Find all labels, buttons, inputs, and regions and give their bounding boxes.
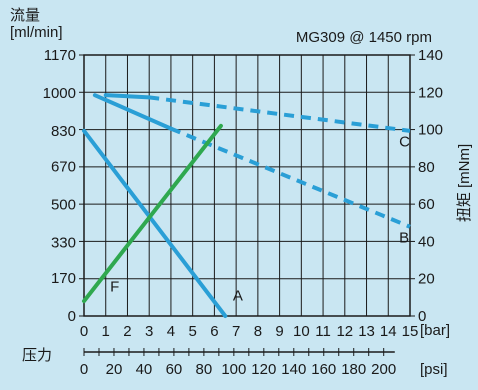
series-label-A: A bbox=[233, 287, 243, 304]
x-tick-label-bar: 9 bbox=[275, 323, 283, 340]
x-tick-label-psi: 120 bbox=[251, 361, 276, 378]
x-tick-label-bar: 8 bbox=[254, 323, 262, 340]
y-right-tick-label: 140 bbox=[418, 47, 443, 64]
x-tick-label-bar: 3 bbox=[145, 323, 153, 340]
x-axis-unit-psi: [psi] bbox=[420, 361, 448, 378]
y-left-tick-label: 670 bbox=[51, 159, 76, 176]
x-tick-label-bar: 11 bbox=[315, 323, 331, 340]
series-label-C: C bbox=[399, 133, 410, 150]
x-tick-label-bar: 13 bbox=[358, 323, 375, 340]
y-left-tick-label: 0 bbox=[68, 308, 76, 325]
x-tick-label-psi: 60 bbox=[166, 361, 183, 378]
y-right-tick-label: 100 bbox=[418, 122, 443, 139]
y-left-tick-label: 1170 bbox=[44, 47, 76, 64]
series-label-B: B bbox=[399, 229, 409, 246]
x-tick-label-bar: 14 bbox=[380, 323, 397, 340]
left-axis-title-line2: [ml/min] bbox=[10, 24, 63, 41]
x-axis-secondary-title: 压力 bbox=[22, 347, 52, 364]
y-right-tick-label: 0 bbox=[418, 308, 426, 325]
x-tick-label-bar: 10 bbox=[293, 323, 310, 340]
x-tick-label-psi: 180 bbox=[341, 361, 366, 378]
x-tick-label-bar: 5 bbox=[188, 323, 196, 340]
series-line-B-dashed bbox=[170, 126, 411, 229]
y-left-tick-label: 330 bbox=[51, 234, 76, 251]
y-left-tick-label: 500 bbox=[51, 196, 76, 213]
x-axis-unit-bar: [bar] bbox=[420, 322, 450, 339]
x-tick-label-psi: 20 bbox=[106, 361, 123, 378]
y-right-tick-label: 120 bbox=[418, 84, 443, 101]
x-tick-label-psi: 0 bbox=[80, 361, 88, 378]
series-line-A bbox=[82, 128, 228, 318]
y-left-tick-label: 170 bbox=[51, 270, 76, 287]
series-line-F bbox=[82, 123, 223, 304]
chart-title: MG309 @ 1450 rpm bbox=[296, 29, 432, 46]
series-label-F: F bbox=[110, 278, 119, 295]
x-tick-label-bar: 12 bbox=[336, 323, 353, 340]
x-tick-label-bar: 0 bbox=[80, 323, 88, 340]
y-left-tick-label: 830 bbox=[51, 123, 76, 140]
y-right-tick-label: 80 bbox=[418, 159, 435, 176]
x-tick-label-psi: 100 bbox=[221, 361, 246, 378]
x-tick-label-bar: 1 bbox=[102, 323, 110, 340]
series-line-C-solid bbox=[103, 93, 152, 100]
x-tick-label-bar: 7 bbox=[232, 323, 240, 340]
y-left-tick-label: 1000 bbox=[43, 85, 76, 102]
x-tick-label-bar: 2 bbox=[123, 323, 131, 340]
right-axis-title: 扭矩 [mNm] bbox=[456, 144, 473, 222]
x-tick-label-psi: 200 bbox=[371, 361, 396, 378]
x-tick-label-psi: 160 bbox=[311, 361, 336, 378]
x-tick-label-psi: 40 bbox=[136, 361, 153, 378]
x-tick-label-bar: 15 bbox=[402, 323, 419, 340]
y-right-tick-label: 20 bbox=[418, 271, 435, 288]
x-tick-label-bar: 6 bbox=[210, 323, 218, 340]
series-line-B-solid bbox=[92, 93, 173, 131]
left-axis-title-line1: 流量 bbox=[10, 7, 40, 24]
x-tick-label-psi: 80 bbox=[196, 361, 213, 378]
y-right-tick-label: 40 bbox=[418, 233, 435, 250]
series-line-C-dashed bbox=[148, 95, 411, 133]
plot-frame bbox=[83, 54, 411, 317]
x-tick-label-bar: 4 bbox=[167, 323, 175, 340]
x-tick-label-psi: 140 bbox=[281, 361, 306, 378]
y-right-tick-label: 60 bbox=[418, 196, 435, 213]
